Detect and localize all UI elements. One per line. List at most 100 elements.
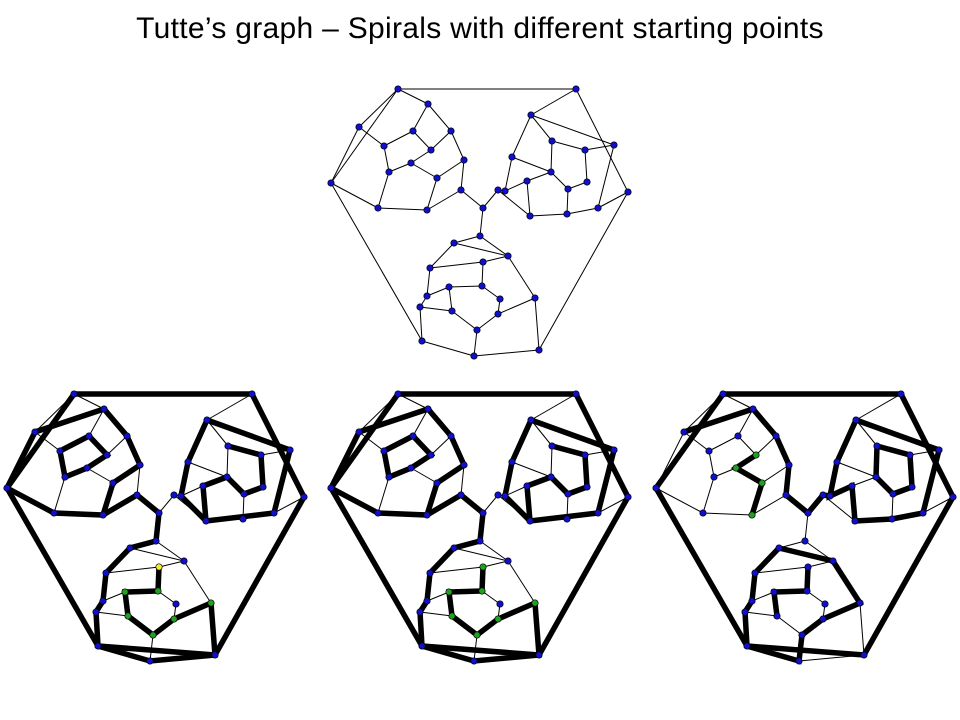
graph-vertex	[719, 390, 727, 398]
graph-edge	[530, 393, 577, 421]
graph-vertex	[427, 451, 435, 459]
graph-vertex	[92, 608, 100, 616]
graph-vertex	[447, 432, 455, 440]
graph-edge	[330, 182, 379, 209]
graph-edge	[377, 476, 390, 514]
graph-vertex	[146, 657, 154, 665]
graph-vertex	[424, 100, 432, 108]
graph-vertex	[211, 651, 219, 659]
graph-edge	[511, 114, 532, 158]
graph-vertex	[123, 432, 131, 440]
graph-edge	[412, 408, 429, 437]
blue-spiral-path	[524, 443, 590, 524]
graph-vertex	[433, 174, 441, 182]
graph-vertex	[479, 563, 487, 571]
graph-vertex	[149, 631, 157, 639]
graph-vertex	[239, 515, 247, 523]
graph-vertex	[184, 458, 192, 466]
graph-vertex	[433, 479, 441, 487]
graph-edge	[504, 485, 528, 497]
graph-edge	[859, 602, 865, 656]
graph-vertex	[889, 490, 897, 498]
graph-vertex	[888, 515, 896, 523]
graph-vertex	[470, 352, 478, 360]
graph-vertex	[833, 458, 841, 466]
graph-edge	[358, 431, 385, 452]
graph-edge	[330, 182, 423, 342]
graph-vertex	[610, 141, 618, 149]
graph-vertex	[547, 473, 555, 481]
graph-vertex	[548, 442, 556, 450]
graph-vertex	[804, 563, 812, 571]
graph-vertex	[407, 159, 415, 167]
graph-vertex	[99, 511, 107, 519]
graph-edge	[158, 560, 185, 568]
graph-vertex	[473, 326, 481, 334]
graph-edge	[534, 297, 540, 351]
graph-edge	[419, 611, 453, 617]
graph-edge	[129, 547, 185, 562]
graph-edge	[106, 435, 128, 456]
graph-vertex	[583, 483, 591, 491]
graph-vertex	[155, 509, 163, 517]
graph-vertex	[240, 490, 248, 498]
graph-vertex	[535, 651, 543, 659]
graph-edge	[412, 130, 432, 151]
graph-vertex	[748, 511, 756, 519]
graph-vertex	[83, 464, 91, 472]
graph-edge	[426, 189, 462, 211]
graph-vertex	[624, 493, 632, 501]
graph-vertex	[501, 492, 509, 500]
graph-vertex	[224, 442, 232, 450]
graph-edge	[855, 419, 878, 447]
graph-edge	[453, 235, 481, 244]
graph-vertex	[919, 509, 927, 517]
graph-edge	[891, 493, 894, 520]
tutte-spiral-start-2	[327, 390, 632, 665]
graph-edge	[383, 145, 390, 173]
graph-vertex	[61, 473, 69, 481]
graph-vertex	[478, 282, 486, 290]
graph-vertex	[496, 600, 504, 608]
graph-vertex	[121, 588, 129, 596]
graph-vertex	[136, 461, 144, 469]
graph-vertex	[257, 451, 265, 459]
graph-edge	[102, 591, 126, 602]
graph-vertex	[103, 451, 111, 459]
graph-edge	[86, 467, 114, 484]
graph-vertex	[581, 451, 589, 459]
graph-vertex	[416, 303, 424, 311]
graph-edge	[473, 349, 540, 357]
slide-title: Tutte’s graph – Spirals with different s…	[136, 12, 824, 45]
graph-vertex	[494, 491, 502, 499]
graph-vertex	[494, 310, 502, 318]
graph-vertex	[819, 615, 827, 623]
graph-edge	[358, 88, 399, 128]
graph-vertex	[594, 204, 602, 212]
graph-vertex	[680, 428, 688, 436]
graph-vertex	[180, 557, 188, 565]
tutte-graph-plain	[327, 85, 632, 360]
graph-edge	[479, 235, 509, 257]
graph-vertex	[743, 642, 751, 650]
graph-edge	[507, 255, 536, 299]
graph-edge	[410, 162, 438, 179]
graph-vertex	[154, 587, 162, 595]
graph-edge	[511, 156, 552, 173]
graph-vertex	[610, 446, 618, 454]
graph-edge	[448, 285, 483, 288]
graph-vertex	[826, 492, 834, 500]
graph-edge	[481, 590, 501, 605]
graph-vertex	[563, 210, 571, 218]
graph-vertex	[752, 451, 760, 459]
graph-edge	[737, 408, 754, 437]
graph-edge	[180, 485, 204, 497]
graph-vertex	[355, 428, 363, 436]
graph-edge	[34, 431, 61, 452]
graph-vertex	[427, 146, 435, 154]
graph-vertex	[801, 537, 809, 545]
graph-vertex	[426, 569, 434, 577]
red-spiral-path	[773, 433, 833, 517]
graph-vertex	[374, 509, 382, 517]
graph-vertex	[572, 390, 580, 398]
